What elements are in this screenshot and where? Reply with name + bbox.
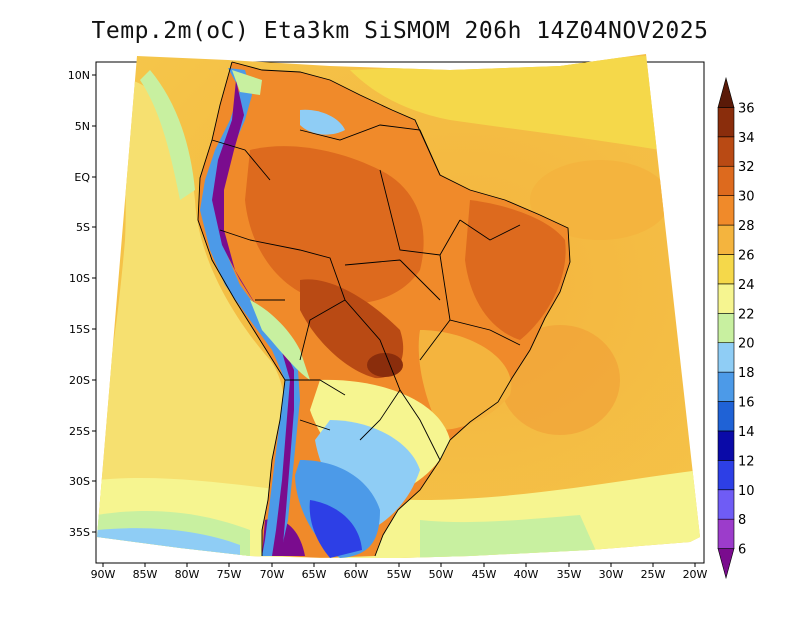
lat-tick-label: 10S <box>69 272 90 285</box>
brazil-border <box>249 124 441 461</box>
andes-cold-ridge <box>200 68 300 556</box>
colorbar-level-label: 36 <box>738 101 755 116</box>
northeast-hot <box>465 200 566 340</box>
colorbar-level-label: 6 <box>738 543 746 558</box>
colorbar-swatch <box>717 107 735 138</box>
lon-tick-label: 85W <box>133 568 158 581</box>
colorbar-swatch <box>717 430 735 461</box>
colorbar-swatch <box>717 460 735 491</box>
midwest-hottest <box>300 279 404 379</box>
colorbar-level-label: 24 <box>738 278 755 293</box>
colorbar-swatch <box>717 489 735 520</box>
political-borders <box>197 61 571 557</box>
pacific-mild-band <box>140 70 195 200</box>
colorbar-level-label: 16 <box>738 396 755 411</box>
colorbar-swatch <box>717 136 735 167</box>
lon-tick-label: 65W <box>302 568 327 581</box>
southeast-warm <box>418 330 512 430</box>
andes-borders <box>211 139 346 431</box>
lon-tick-label: 45W <box>472 568 497 581</box>
colorbar-swatch <box>717 76 735 108</box>
lat-tick-label: 15S <box>69 323 90 336</box>
lat-tick-label: EQ <box>74 171 90 184</box>
colorbar: 6 8 10 12 14 16 18 20 22 24 26 28 30 32 34 36 <box>717 76 755 580</box>
colorbar-level-label: 14 <box>738 425 755 440</box>
colombia-highlands <box>232 70 262 95</box>
colorbar-swatch <box>717 548 735 580</box>
colorbar-level-label: 10 <box>738 484 755 499</box>
lon-tick-label: 50W <box>429 568 454 581</box>
lon-tick-label: 80W <box>175 568 200 581</box>
atlantic-south-green <box>420 515 600 558</box>
lon-tick-label: 75W <box>217 568 242 581</box>
lat-tick-label: 10N <box>68 69 90 82</box>
lon-tick-label: 20W <box>683 568 708 581</box>
map-title: Temp.2m(oC) Eta3km SiSMOM 206h 14Z04NOV2… <box>91 18 709 44</box>
lon-tick-label: 40W <box>514 568 539 581</box>
state-borders <box>344 169 521 361</box>
colorbar-swatch <box>717 195 735 226</box>
andes-highlands-green <box>250 300 310 380</box>
south-cool-lightblue <box>315 420 420 530</box>
lat-tick-label: 25S <box>69 425 90 438</box>
lon-tick-label: 30W <box>599 568 624 581</box>
colorbar-level-label: 18 <box>738 366 755 381</box>
colorbar-level-label: 22 <box>738 307 755 322</box>
tick-marks <box>92 74 696 567</box>
atlantic-warm-patch-2 <box>530 160 670 240</box>
lat-tick-label: 5N <box>75 120 90 133</box>
colorbar-swatch <box>717 224 735 255</box>
longitude-axis: 90W 85W 80W 75W 70W 65W 60W 55W 50W 45W … <box>91 562 708 581</box>
colorbar-level-label: 8 <box>738 513 746 528</box>
andes-coldest <box>212 80 294 556</box>
colorbar-level-label: 34 <box>738 131 755 146</box>
guiana-highlands <box>300 109 345 135</box>
lat-tick-label: 35S <box>69 526 90 539</box>
colorbar-swatch <box>717 283 735 314</box>
colorbar-level-label: 12 <box>738 454 755 469</box>
pantanal-max <box>367 353 403 377</box>
lat-tick-label: 20S <box>69 374 90 387</box>
colorbar-swatch <box>717 518 735 549</box>
lon-tick-label: 90W <box>91 568 116 581</box>
colorbar-swatch <box>717 312 735 344</box>
north-atlantic-yellow <box>350 56 660 150</box>
lon-tick-label: 60W <box>344 568 369 581</box>
colorbar-level-label: 26 <box>738 248 755 263</box>
lat-tick-label: 5S <box>76 221 90 234</box>
colorbar-swatch <box>717 342 735 373</box>
lon-tick-label: 55W <box>387 568 412 581</box>
lat-tick-label: 30S <box>69 475 90 488</box>
temperature-field <box>97 54 700 558</box>
pampas-deep-blue <box>309 500 362 558</box>
lon-tick-label: 35W <box>557 568 582 581</box>
atlantic-warm-patch <box>500 325 620 435</box>
colorbar-swatch <box>717 165 735 196</box>
colorbar-level-label: 20 <box>738 337 755 352</box>
colorbar-level-label: 32 <box>738 160 755 175</box>
colorbar-level-label: 28 <box>738 219 755 234</box>
latitude-axis: 10N 5N EQ 5S 10S 15S 20S 25S 30S 35S <box>68 62 97 563</box>
pacific-cool-band <box>97 80 286 558</box>
colorbar-swatch <box>717 254 735 285</box>
lon-tick-label: 25W <box>641 568 666 581</box>
colorbar-swatch <box>717 401 735 432</box>
colorbar-swatch <box>717 371 735 402</box>
lon-tick-label: 70W <box>260 568 285 581</box>
amazon-hot-core <box>245 146 424 304</box>
colorbar-level-label: 30 <box>738 190 755 205</box>
